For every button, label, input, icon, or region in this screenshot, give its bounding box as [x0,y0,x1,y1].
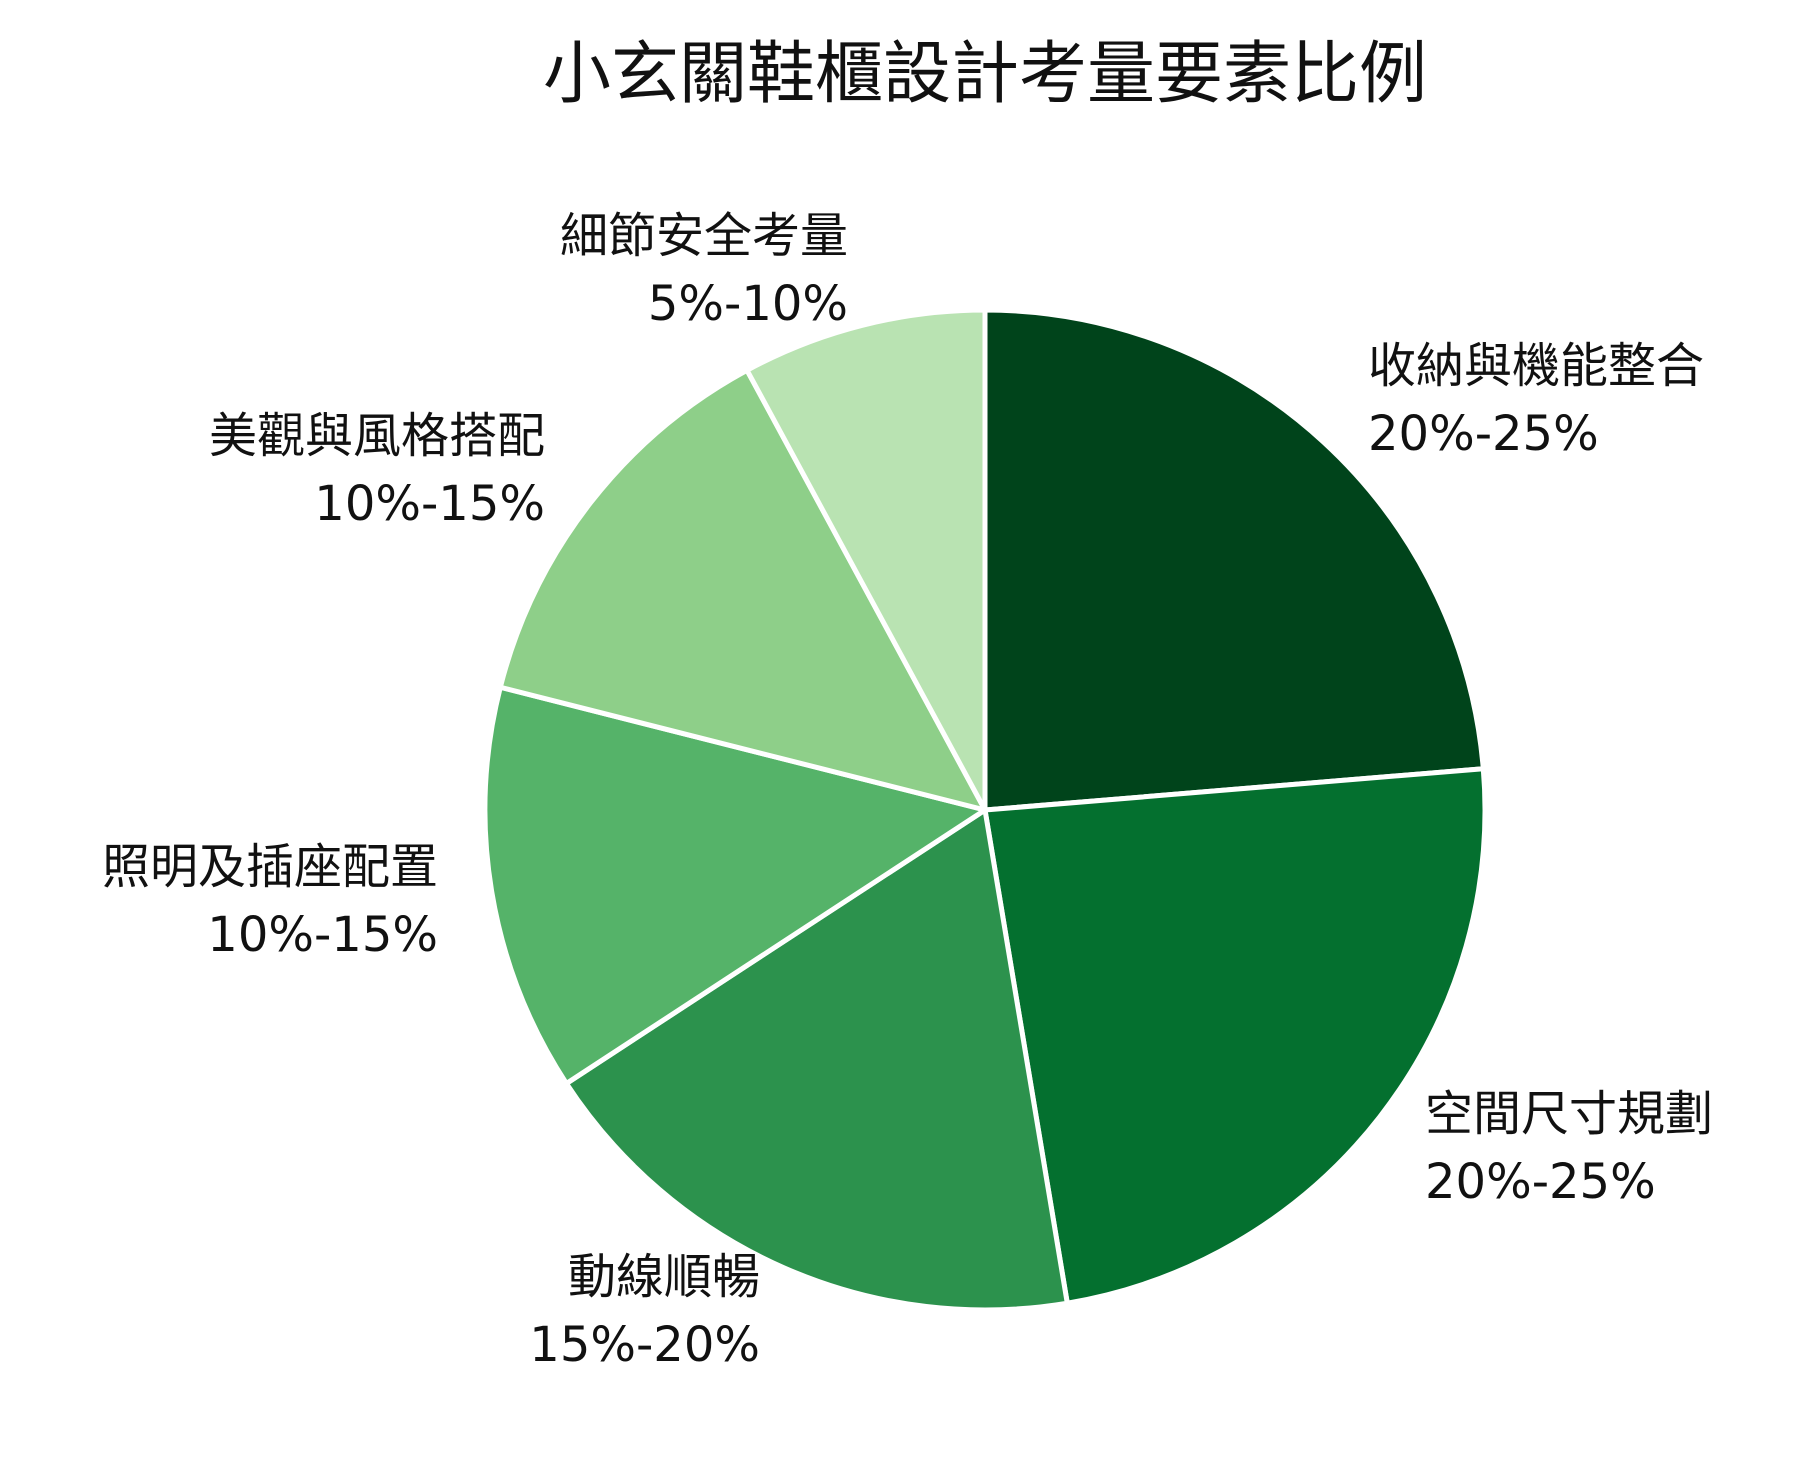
pie-labels: 收納與機能整合 20%-25% 空間尺寸規劃 20%-25% 動線順暢 15%-20% 照明… [102,208,1713,1373]
slice-label: 照明及插座配置 [102,839,438,895]
slice-label: 動線順暢 [568,1249,760,1305]
slice-percent-label: 20%-25% [1425,1154,1656,1210]
slice-label: 空間尺寸規劃 [1425,1086,1713,1142]
pie-slice [744,307,988,813]
pie-slice [482,684,988,1086]
pie-slice [982,766,1488,1306]
slice-percent-label: 10%-15% [207,907,438,963]
slice-label: 細節安全考量 [560,208,848,264]
pie-slices [482,307,1488,1313]
pie-slice [982,307,1486,813]
slice-percent-label: 15%-20% [529,1317,760,1373]
slice-label: 美觀與風格搭配 [209,408,545,464]
pie-slice [497,367,988,813]
slice-label: 收納與機能整合 [1368,338,1704,394]
chart-title: 小玄關鞋櫃設計考量要素比例 [543,35,1427,114]
pie-slice [563,807,1070,1313]
slice-percent-label: 5%-10% [648,276,848,332]
slice-percent-label: 20%-25% [1368,406,1599,462]
slice-percent-label: 10%-15% [314,476,545,532]
